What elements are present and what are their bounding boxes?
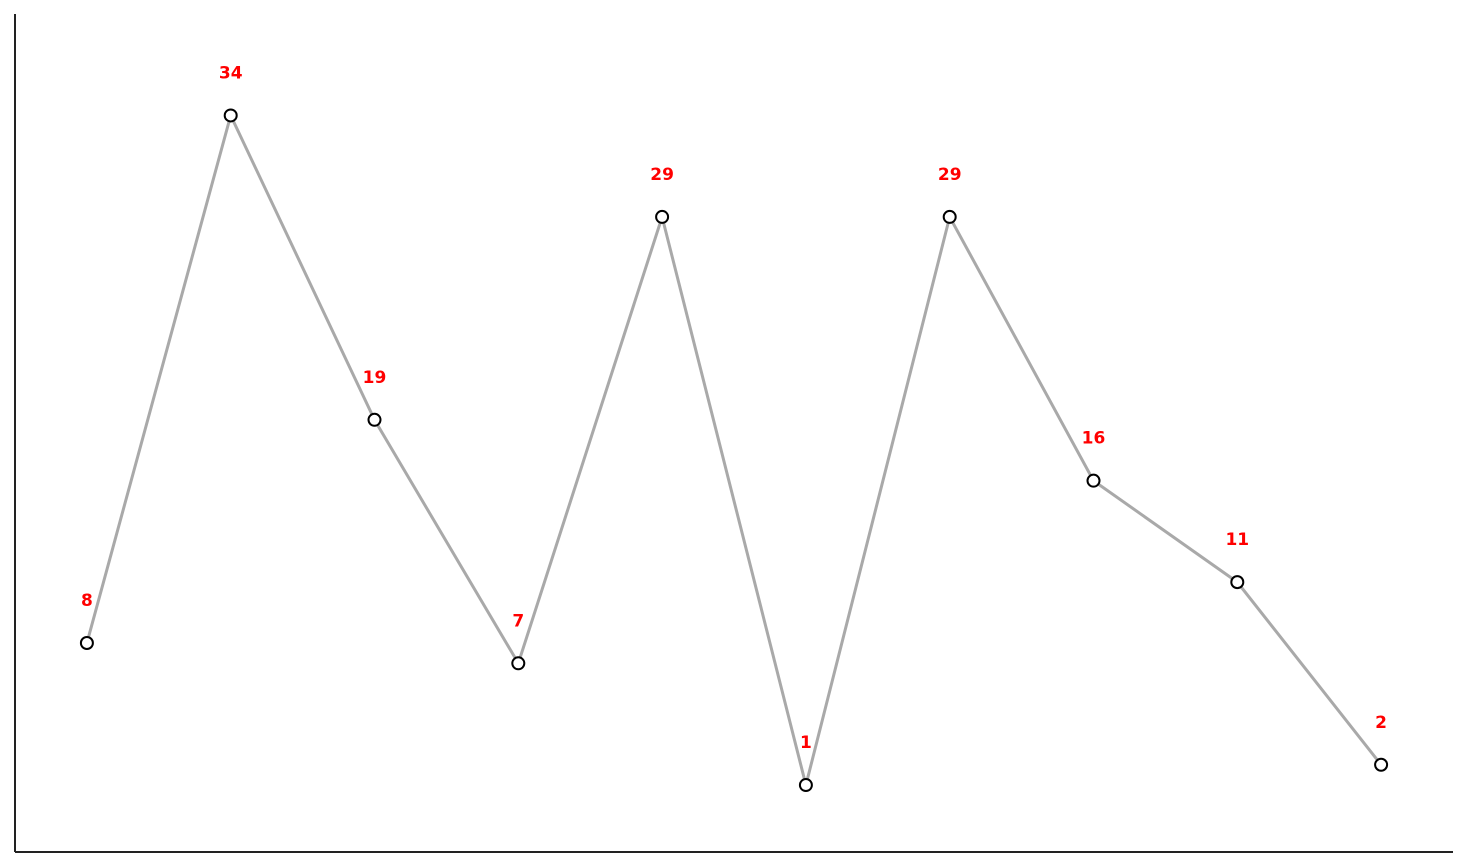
data-point	[1086, 473, 1101, 488]
data-point	[1230, 575, 1245, 590]
data-label: 2	[1375, 713, 1387, 733]
data-label: 29	[938, 165, 962, 185]
data-point	[1374, 757, 1389, 772]
data-point	[655, 209, 670, 224]
data-point	[367, 412, 382, 427]
data-label: 16	[1082, 429, 1106, 449]
data-point	[511, 656, 526, 671]
data-point	[223, 108, 238, 123]
data-point	[798, 778, 813, 793]
axes	[14, 14, 1453, 853]
data-label: 19	[363, 368, 387, 388]
data-point	[79, 636, 94, 651]
data-label: 8	[81, 591, 93, 611]
data-label: 1	[800, 733, 812, 753]
data-label: 7	[512, 611, 524, 631]
labels-layer: 8 34 19 7 29 1 29 16 11 2	[81, 63, 1387, 753]
data-label: 29	[650, 165, 674, 185]
data-point	[942, 209, 957, 224]
data-label: 11	[1225, 530, 1249, 550]
series-line	[85, 111, 1383, 786]
points-layer	[79, 108, 1389, 793]
data-label: 34	[219, 63, 243, 83]
series-layer	[85, 111, 1383, 786]
